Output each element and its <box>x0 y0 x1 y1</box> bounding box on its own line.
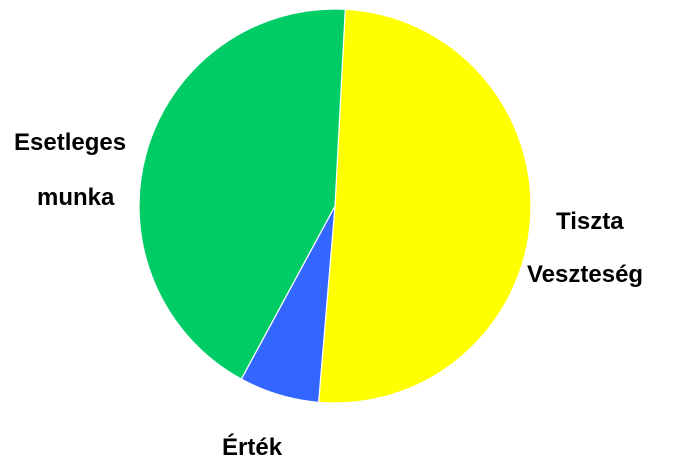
label-ertek: Érték <box>222 433 283 461</box>
pie-slice-esetleges-munka <box>138 8 346 380</box>
label-esetleges-line-1: Esetleges <box>14 129 126 156</box>
pie-labels: Tiszta Veszteség Érték Esetleges munka <box>14 129 643 461</box>
pie-slices <box>138 8 532 404</box>
pie-slice-tiszta-veszteség <box>317 8 532 404</box>
label-veszteseg-line-2: Veszteség <box>527 261 643 288</box>
label-munka-line-2: munka <box>37 184 115 211</box>
label-tiszta-line-1: Tiszta <box>556 208 624 235</box>
